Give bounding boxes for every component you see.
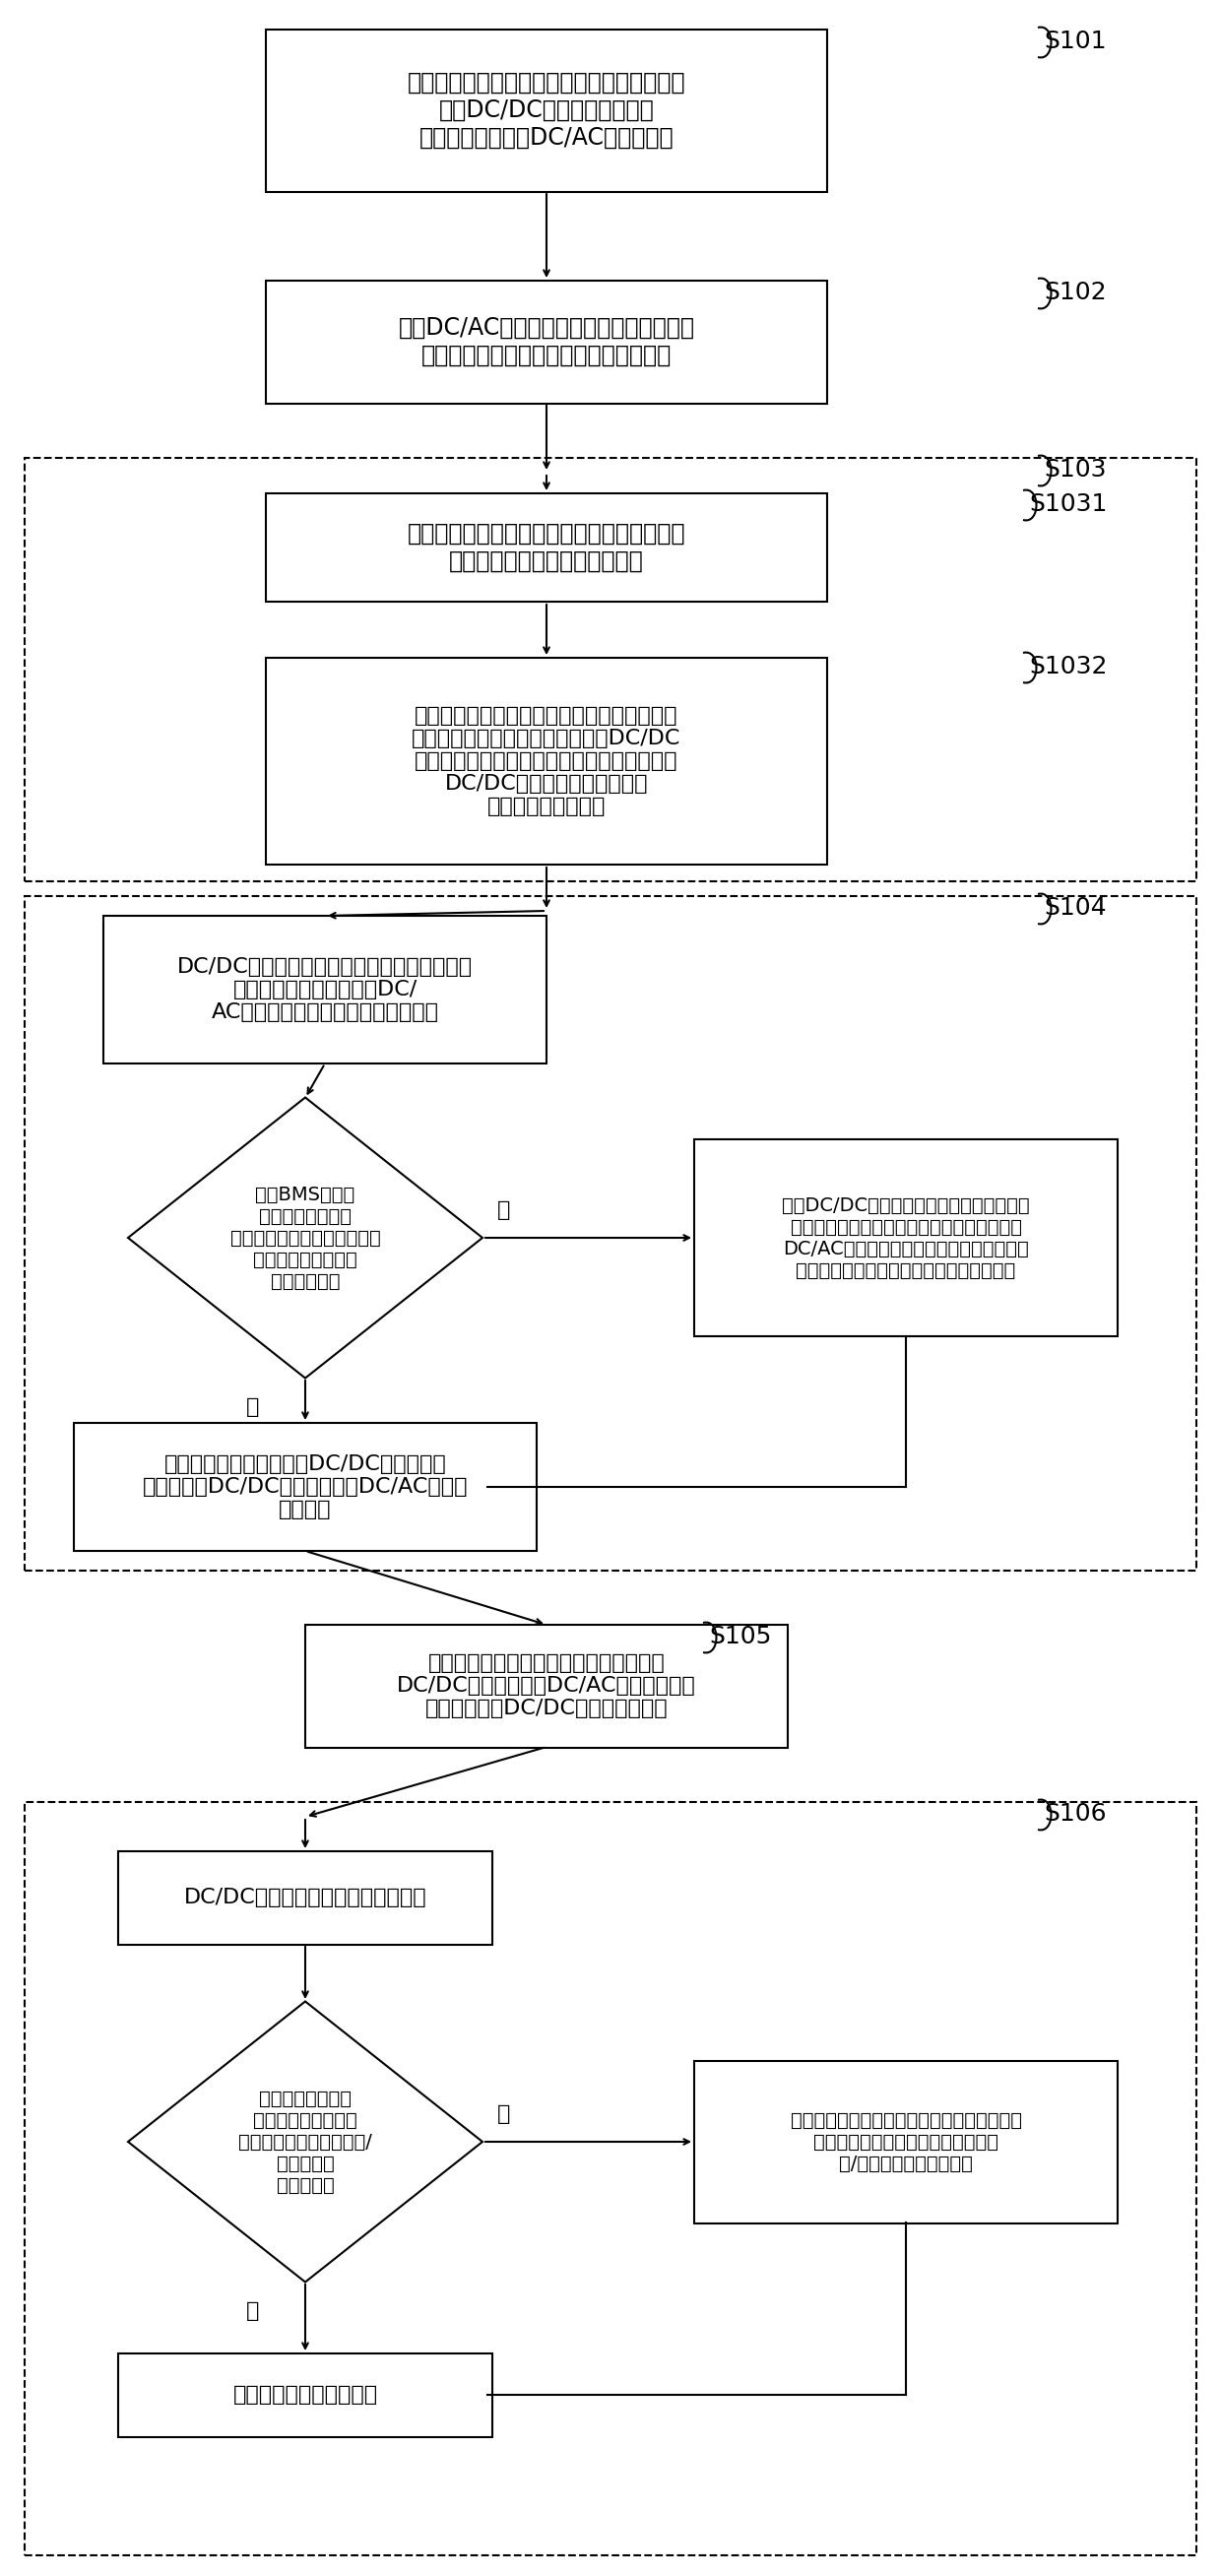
Bar (24, 896, 1197, 1571)
Text: S103: S103 (1044, 459, 1106, 482)
Text: 控制DC/DC变换器继对液流电池装置输出的
直流电压进行升压处理，或者，继续控制第一
DC/AC变换器进行直流电压升压处理，直至
升压处理后的电压值达到第一设定: 控制DC/DC变换器继对液流电池装置输出的 直流电压进行升压处理，或者，继续控制… (781, 1195, 1029, 1280)
Text: 当关闭液流电池装置时，控制控制开关将
DC/DC变换器与第二DC/AC变换器断开，
并将蓄电池与DC/DC变换器进行连接: 当关闭液流电池装置时，控制控制开关将 DC/DC变换器与第二DC/AC变换器断开… (397, 1654, 696, 1718)
Bar (104, 917, 547, 1064)
Bar (266, 657, 827, 866)
Bar (695, 1139, 1117, 1337)
Text: 是: 是 (247, 2300, 259, 2321)
Text: S106: S106 (1044, 1803, 1106, 1826)
Text: DC/DC变换器对蓄电池进行充电处理: DC/DC变换器对蓄电池进行充电处理 (184, 1888, 426, 1906)
Polygon shape (128, 1097, 482, 1378)
Bar (24, 459, 1197, 881)
Text: 控制控制开关将蓄电池与DC/DC变换器进行
断开，并将DC/DC变换器与第二DC/AC变换器
进行连接: 控制控制开关将蓄电池与DC/DC变换器进行 断开，并将DC/DC变换器与第二DC… (143, 1455, 468, 1520)
Text: S1031: S1031 (1029, 492, 1107, 515)
Bar (73, 1422, 537, 1551)
Text: S101: S101 (1044, 28, 1106, 54)
Bar (695, 2061, 1117, 2223)
Text: 停止对蓄电池的充电处理: 停止对蓄电池的充电处理 (233, 2385, 377, 2403)
Text: 否: 否 (497, 1200, 510, 1221)
Text: 第二DC/AC变换器将蓄电池提供的直流电压
转换成交流电压，并向液流电池装置供电: 第二DC/AC变换器将蓄电池提供的直流电压 转换成交流电压，并向液流电池装置供电 (398, 317, 695, 368)
Bar (305, 1625, 788, 1747)
Text: 通过BMS控制器
判断升压处理后的
电压值，或转换后直流电压的
电压值是否达到第一
设定电压阈值: 通过BMS控制器 判断升压处理后的 电压值，或转换后直流电压的 电压值是否达到第… (230, 1185, 381, 1291)
Text: DC/DC变换器对液流电池装置输出的直流电压
进行升压处理，或，第一DC/
AC变换器将交流电压转换成直流电压: DC/DC变换器对液流电池装置输出的直流电压 进行升压处理，或，第一DC/ AC… (177, 956, 473, 1023)
Bar (118, 2352, 492, 2437)
Text: 否: 否 (497, 2105, 510, 2125)
Bar (118, 1850, 492, 1945)
Text: S1032: S1032 (1029, 654, 1107, 677)
Text: S105: S105 (709, 1625, 772, 1649)
Text: 当液流电池装置处于放电模式时，将电池组的
电化学反应产生的直流电压传输给DC/DC
变换器；当液流电池装置处于充电模式时，将
DC/DC变换器输出的直流电能
传: 当液流电池装置处于放电模式时，将电池组的 电化学反应产生的直流电压传输给DC/D… (411, 706, 681, 817)
Text: 是: 是 (247, 1396, 259, 1417)
Text: 当启动液流电池装置时，控制控制开关将蓄电
池与DC/DC变换器进行连接，
通过蓄电池向第二DC/AC变换器供电: 当启动液流电池装置时，控制控制开关将蓄电 池与DC/DC变换器进行连接， 通过蓄… (408, 72, 685, 149)
Bar (24, 1803, 1197, 2555)
Text: 判断液流电池装置
输出的直流电压是否
小于第二设定电压阈值和/
或蓄电池的
工作电压值: 判断液流电池装置 输出的直流电压是否 小于第二设定电压阈值和/ 或蓄电池的 工作… (238, 2089, 372, 2195)
Bar (266, 28, 827, 191)
Text: S104: S104 (1044, 896, 1106, 920)
Text: 对蓄电池进行充电处理，直至液流电池装置输
出的直流电压小于第二设定电压阈值
和/或蓄电池的工作电压值: 对蓄电池进行充电处理，直至液流电池装置输 出的直流电压小于第二设定电压阈值 和/… (790, 2110, 1022, 2172)
Text: 控制水泵将正极储液罐和负极储液罐的电解液
输送至电池组中进行电化学反应: 控制水泵将正极储液罐和负极储液罐的电解液 输送至电池组中进行电化学反应 (408, 523, 685, 572)
Bar (266, 281, 827, 404)
Polygon shape (128, 2002, 482, 2282)
Bar (266, 495, 827, 603)
Text: S102: S102 (1044, 281, 1106, 304)
